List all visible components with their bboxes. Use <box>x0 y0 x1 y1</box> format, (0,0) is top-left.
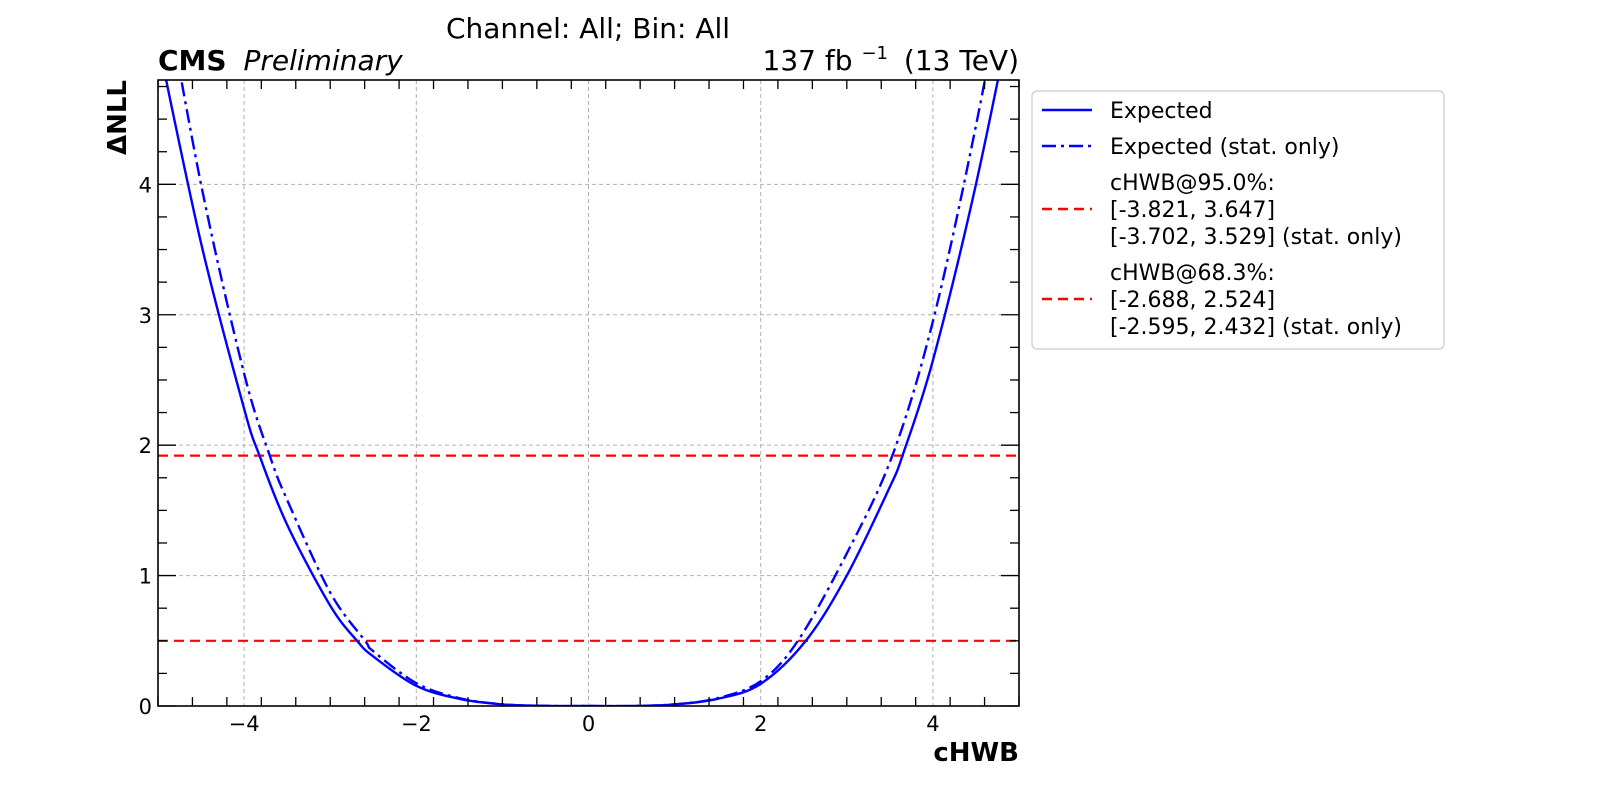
y-tick-label: 4 <box>139 173 152 197</box>
lumi-exponent: −1 <box>861 43 888 64</box>
experiment-name: CMS <box>158 44 227 77</box>
y-tick-label: 2 <box>139 434 152 458</box>
x-tick-label: −4 <box>229 712 260 736</box>
legend-label: cHWB@95.0%: <box>1110 171 1275 196</box>
experiment-label: CMS Preliminary <box>158 44 403 77</box>
experiment-status: Preliminary <box>243 44 403 77</box>
series-curves <box>164 80 1000 706</box>
legend-label: [-3.821, 3.647] <box>1110 198 1275 223</box>
legend-label: [-2.595, 2.432] (stat. only) <box>1110 315 1402 340</box>
plot-frame <box>157 79 1020 707</box>
legend-box <box>1031 90 1445 350</box>
x-tick-label: 2 <box>754 712 767 736</box>
y-tick-label: 3 <box>139 304 152 328</box>
y-tick-label: 1 <box>139 565 152 589</box>
x-axis-title: cHWB <box>933 738 1019 768</box>
y-axis-title: ΔNLL <box>103 80 133 155</box>
legend-label: Expected (stat. only) <box>1110 135 1340 160</box>
legend: Expected Expected (stat. only) cHWB@95.0%:… <box>1031 90 1445 350</box>
legend-label: cHWB@68.3%: <box>1110 261 1275 286</box>
legend-label: [-2.688, 2.524] <box>1110 288 1275 313</box>
luminosity-label: 137 fb −1 (13 TeV) <box>763 33 1019 77</box>
x-tick-label: 4 <box>926 712 939 736</box>
legend-label: Expected <box>1110 99 1213 124</box>
series-line-1 <box>180 80 987 706</box>
axis-ticks: −4 −2 0 2 4 0 1 2 3 4 <box>139 80 1020 736</box>
lumi-value: 137 fb <box>763 44 853 77</box>
y-tick-label: 0 <box>139 695 152 719</box>
x-tick-label: 0 <box>582 712 595 736</box>
energy-label: (13 TeV) <box>904 44 1019 77</box>
legend-label: [-3.702, 3.529] (stat. only) <box>1110 225 1402 250</box>
x-tick-label: −2 <box>401 712 432 736</box>
series-line-0 <box>164 80 1000 706</box>
chart-title: Channel: All; Bin: All <box>446 12 730 45</box>
grid <box>158 80 1019 706</box>
